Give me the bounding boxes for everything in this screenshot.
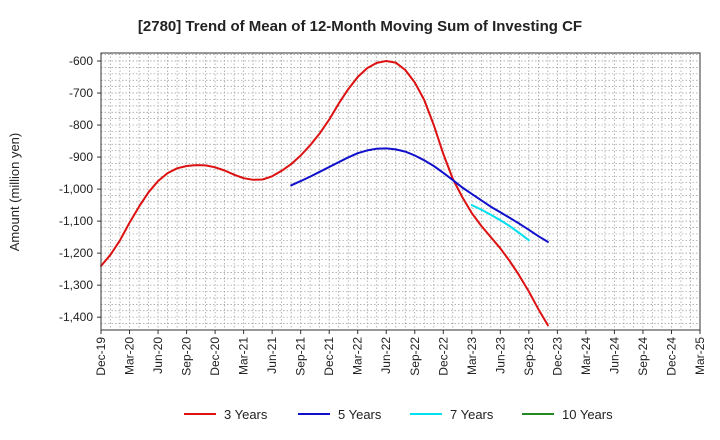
- x-tick-label: Mar-23: [465, 337, 479, 375]
- y-tick-label: -1,100: [59, 214, 93, 228]
- legend-label-10-years: 10 Years: [562, 407, 613, 422]
- x-tick-label: Sep-21: [294, 337, 308, 376]
- x-tick-label: Sep-22: [408, 337, 422, 376]
- y-tick-label: -900: [69, 150, 93, 164]
- y-tick-label: -1,200: [59, 246, 93, 260]
- x-tick-label: Dec-24: [664, 337, 678, 376]
- x-axis-ticks: Dec-19 Mar-20 Jun-20 Sep-20 Dec-20 Mar-21 Jun-…: [94, 330, 707, 376]
- x-tick-label: Sep-24: [636, 337, 650, 376]
- series-lines: [100, 60, 549, 327]
- y-tick-label: -800: [69, 118, 93, 132]
- x-tick-label: Jun-21: [265, 337, 279, 374]
- plot-frame: [100, 52, 701, 331]
- y-tick-label: -700: [69, 86, 93, 100]
- series-line-7-years: [470, 204, 530, 242]
- y-axis-ticks: -600 -700 -800 -900 -1,000 -1,100 -1,200 -1,300…: [59, 54, 101, 324]
- legend: 3 Years 5 Years 7 Years 10 Years: [184, 407, 613, 422]
- x-tick-label: Jun-22: [379, 337, 393, 374]
- x-tick-label: Jun-23: [493, 337, 507, 374]
- series-line-3-years: [100, 60, 549, 327]
- chart-title: [2780] Trend of Mean of 12-Month Moving …: [138, 18, 582, 35]
- x-tick-label: Mar-24: [579, 337, 593, 375]
- x-tick-label: Jun-24: [607, 337, 621, 374]
- y-tick-label: -1,300: [59, 278, 93, 292]
- y-tick-label: -600: [69, 54, 93, 68]
- x-tick-label: Mar-22: [351, 337, 365, 375]
- x-tick-label: Dec-22: [436, 337, 450, 376]
- x-tick-label: Dec-20: [208, 337, 222, 376]
- x-tick-label: Sep-20: [180, 337, 194, 376]
- series-line-5-years: [290, 147, 549, 243]
- x-tick-label: Mar-20: [123, 337, 137, 375]
- x-tick-label: Dec-21: [322, 337, 336, 376]
- x-tick-label: Mar-21: [237, 337, 251, 375]
- y-tick-label: -1,400: [59, 310, 93, 324]
- x-tick-label: Jun-20: [151, 337, 165, 374]
- x-tick-label: Dec-19: [94, 337, 108, 376]
- plot-area: [101, 53, 700, 330]
- legend-label-5-years: 5 Years: [338, 407, 382, 422]
- legend-label-7-years: 7 Years: [450, 407, 494, 422]
- legend-label-3-years: 3 Years: [224, 407, 268, 422]
- x-tick-label: Dec-23: [550, 337, 564, 376]
- x-tick-label: Sep-23: [522, 337, 536, 376]
- y-axis-label: Amount (million yen): [7, 133, 22, 252]
- x-tick-label: Mar-25: [693, 337, 707, 375]
- y-tick-label: -1,000: [59, 182, 93, 196]
